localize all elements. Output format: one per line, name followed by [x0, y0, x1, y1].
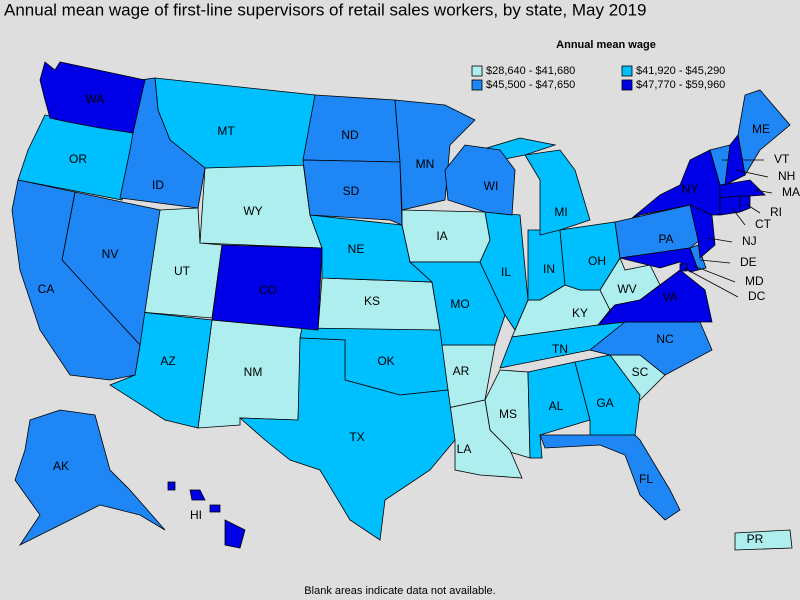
state-label: OH	[588, 254, 606, 268]
state-label: OR	[69, 152, 87, 166]
state-shape	[719, 195, 741, 216]
state-shape	[679, 263, 688, 272]
legend-swatch	[621, 79, 633, 91]
legend-label: $47,770 - $59,960	[636, 79, 725, 91]
state-shape	[524, 149, 591, 236]
state-label: MI	[554, 205, 567, 219]
state-label: MN	[416, 157, 435, 171]
state-shape	[719, 179, 766, 199]
state-label: NM	[244, 365, 263, 379]
state-label: ID	[152, 178, 164, 192]
state-shape	[444, 144, 516, 216]
state-shape	[739, 195, 751, 213]
state-label: UT	[174, 264, 191, 278]
state-label: AK	[53, 459, 69, 473]
state-label: LA	[457, 442, 472, 456]
state-label: VA	[662, 290, 677, 304]
state-label: TX	[349, 430, 364, 444]
legend-swatch	[621, 65, 633, 77]
state-label: CT	[755, 217, 772, 231]
state-shape	[302, 159, 403, 226]
state-label: GA	[596, 396, 613, 410]
state-label: FL	[639, 472, 653, 486]
state-label: WV	[617, 282, 636, 296]
state-label: DE	[740, 255, 757, 269]
state-label: KS	[364, 294, 380, 308]
legend-label: $41,920 - $45,290	[636, 65, 725, 77]
state-shape	[238, 337, 456, 541]
state-shape	[189, 489, 206, 501]
state-shape	[724, 134, 746, 186]
state-label: CA	[38, 282, 55, 296]
state-label: NY	[682, 182, 699, 196]
state-label: PA	[658, 232, 673, 246]
state-label: SC	[632, 365, 649, 379]
state-label: PR	[747, 532, 764, 546]
state-label: CO	[259, 283, 277, 297]
legend-swatch	[471, 79, 483, 91]
state-label: IL	[501, 265, 511, 279]
leader-line	[683, 267, 739, 298]
state-label: KY	[572, 306, 588, 320]
state-label: NC	[656, 332, 674, 346]
state-label: HI	[190, 508, 202, 522]
leader-line	[707, 237, 733, 243]
state-shape	[689, 204, 716, 259]
state-label: IN	[543, 262, 555, 276]
state-shape	[14, 409, 166, 547]
state-shape	[167, 481, 176, 491]
state-label: MD	[745, 274, 764, 288]
state-shape	[211, 244, 323, 331]
footnote: Blank areas indicate data not available.	[304, 585, 495, 597]
state-label: OK	[377, 354, 394, 368]
state-shape	[734, 529, 793, 551]
state-shape	[119, 77, 206, 209]
state-shape	[11, 179, 141, 381]
state-label: RI	[770, 205, 782, 219]
state-label: MO	[450, 297, 469, 311]
leader-line	[754, 189, 773, 194]
state-label: WA	[86, 92, 105, 106]
state-label: NH	[778, 169, 795, 183]
legend-title: Annual mean wage	[556, 39, 656, 51]
state-label: WY	[243, 204, 262, 218]
state-shape	[619, 247, 699, 273]
state-label: NV	[102, 247, 119, 261]
state-label: MT	[217, 124, 235, 138]
leader-line	[735, 169, 769, 178]
state-shape	[224, 519, 246, 549]
state-shape	[39, 61, 146, 134]
state-shape	[209, 504, 221, 513]
state-shape	[447, 399, 523, 479]
legend-label: $28,640 - $41,680	[486, 65, 575, 77]
state-label: NJ	[742, 234, 757, 248]
leader-line	[745, 203, 761, 214]
leader-line	[699, 259, 731, 264]
leader-line	[731, 207, 746, 226]
state-label: DC	[748, 289, 766, 303]
map-title: Annual mean wage of first-line superviso…	[4, 0, 647, 19]
state-label: TN	[552, 342, 568, 356]
state-label: AL	[549, 399, 564, 413]
state-label: IA	[436, 229, 447, 243]
state-shape	[479, 211, 529, 331]
state-label: WI	[484, 179, 499, 193]
state-label: MS	[499, 407, 517, 421]
legend-label: $45,500 - $47,650	[486, 79, 575, 91]
state-label: ME	[752, 122, 770, 136]
state-shape	[539, 434, 681, 521]
legend-swatch	[471, 65, 483, 77]
state-label: VT	[774, 152, 790, 166]
state-label: AZ	[160, 354, 175, 368]
state-label: AR	[453, 364, 470, 378]
leader-line	[693, 265, 736, 283]
state-label: ND	[341, 128, 359, 142]
state-label: NE	[348, 242, 365, 256]
state-label: SD	[343, 184, 360, 198]
state-label: MA	[782, 185, 800, 199]
